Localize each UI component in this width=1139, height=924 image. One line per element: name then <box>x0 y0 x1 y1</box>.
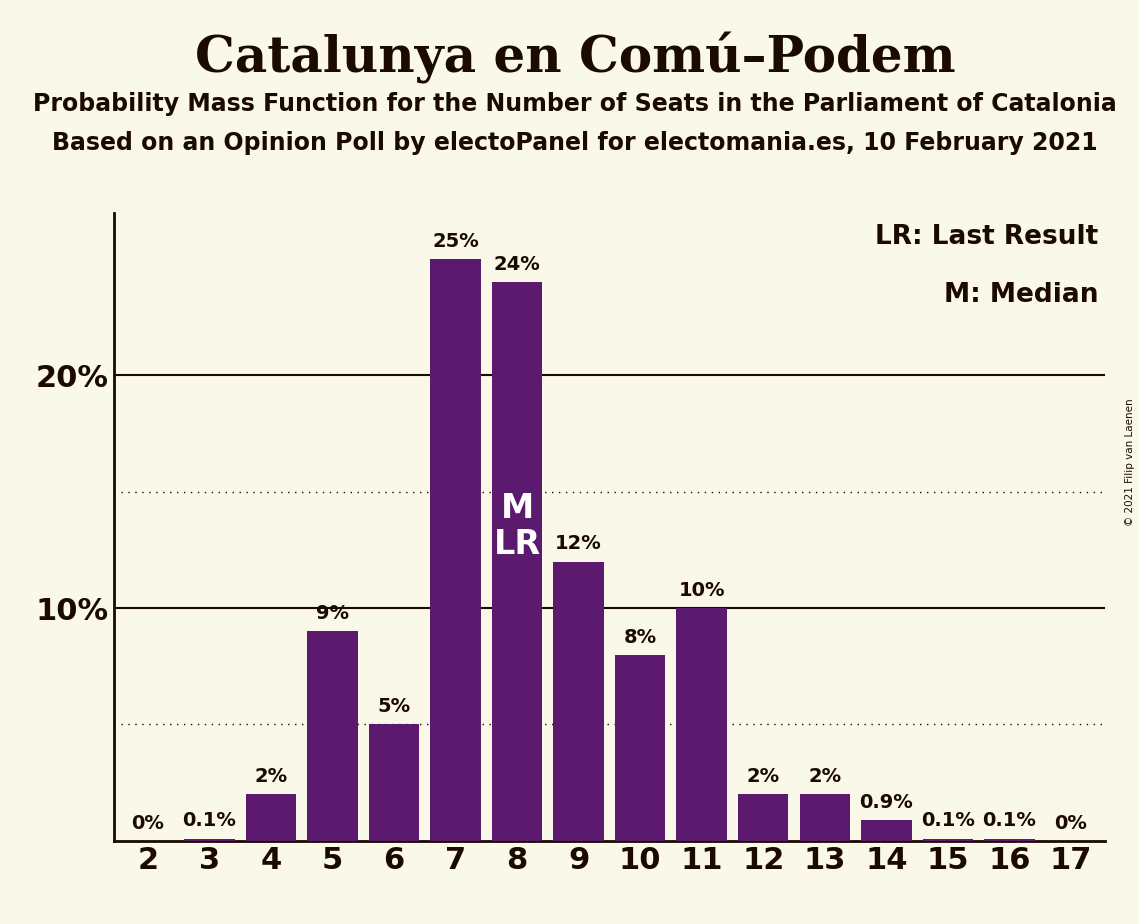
Bar <box>246 795 296 841</box>
Text: Based on an Opinion Poll by electoPanel for electomania.es, 10 February 2021: Based on an Opinion Poll by electoPanel … <box>52 131 1098 155</box>
Bar <box>185 838 235 841</box>
Bar <box>554 562 604 841</box>
Text: Probability Mass Function for the Number of Seats in the Parliament of Catalonia: Probability Mass Function for the Number… <box>33 92 1117 116</box>
Text: 5%: 5% <box>377 698 410 716</box>
Text: M
LR: M LR <box>493 492 541 561</box>
Bar <box>615 655 665 841</box>
Text: 24%: 24% <box>493 255 540 274</box>
Text: 12%: 12% <box>555 534 603 553</box>
Text: 0.1%: 0.1% <box>182 811 236 831</box>
Bar <box>308 631 358 841</box>
Bar <box>800 795 850 841</box>
Bar <box>984 838 1034 841</box>
Bar <box>923 838 973 841</box>
Bar <box>861 820 911 841</box>
Text: 0.1%: 0.1% <box>983 811 1036 831</box>
Text: LR: Last Result: LR: Last Result <box>876 225 1099 250</box>
Bar <box>738 795 788 841</box>
Text: 0.9%: 0.9% <box>860 793 913 812</box>
Text: 0.1%: 0.1% <box>921 811 975 831</box>
Bar <box>431 259 481 841</box>
Text: 0%: 0% <box>1055 814 1088 833</box>
Text: 0%: 0% <box>131 814 164 833</box>
Text: 8%: 8% <box>623 627 657 647</box>
Bar <box>492 283 542 841</box>
Text: © 2021 Filip van Laenen: © 2021 Filip van Laenen <box>1125 398 1134 526</box>
Bar <box>677 608 727 841</box>
Text: 2%: 2% <box>254 767 287 786</box>
Bar <box>369 724 419 841</box>
Text: 2%: 2% <box>809 767 842 786</box>
Text: 2%: 2% <box>747 767 780 786</box>
Text: Catalunya en Comú–Podem: Catalunya en Comú–Podem <box>195 32 956 84</box>
Text: 9%: 9% <box>316 604 349 624</box>
Text: 10%: 10% <box>679 581 724 600</box>
Text: M: Median: M: Median <box>944 283 1099 309</box>
Text: 25%: 25% <box>432 232 478 251</box>
